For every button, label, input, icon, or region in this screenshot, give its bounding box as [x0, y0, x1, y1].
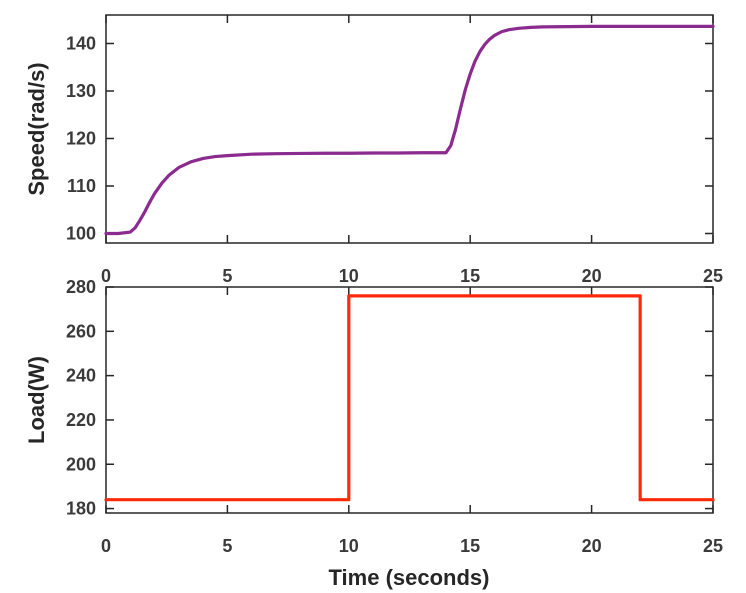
speed-x-tick-label: 25	[703, 266, 723, 286]
speed-y-tick-label: 140	[66, 34, 96, 54]
speed-y-tick-label: 100	[66, 224, 96, 244]
speed-plot-panel: 0 5 10 15 20 25 100 110 120 130 140 Speed(rad/s)	[24, 14, 723, 286]
load-x-tick-label: 20	[582, 536, 602, 556]
load-y-tick-label: 260	[66, 321, 96, 341]
load-y-tick-label: 180	[66, 499, 96, 519]
speed-x-tick-label: 5	[222, 266, 232, 286]
load-y-tick-label: 220	[66, 410, 96, 430]
load-y-tick-label: 280	[66, 277, 96, 297]
speed-y-axis-label: Speed(rad/s)	[24, 62, 49, 195]
speed-y-tick-label: 120	[66, 129, 96, 149]
load-x-tick-label: 5	[222, 536, 232, 556]
load-plot-y-tick-labels: 180 200 220 240 260 280	[66, 277, 96, 519]
speed-plot-series	[104, 24, 715, 236]
speed-y-tick-label: 130	[66, 81, 96, 101]
load-series-line	[104, 294, 715, 502]
load-x-tick-label: 10	[339, 536, 359, 556]
speed-plot-x-tick-labels: 0 5 10 15 20 25	[101, 266, 723, 286]
load-plot-frame	[105, 286, 714, 514]
load-x-tick-label: 0	[101, 536, 111, 556]
speed-x-tick-label: 10	[339, 266, 359, 286]
speed-x-tick-label: 20	[582, 266, 602, 286]
x-axis-label: Time (seconds)	[329, 565, 490, 590]
load-x-tick-label: 15	[460, 536, 480, 556]
load-plot-ticks	[105, 286, 714, 513]
load-y-tick-label: 200	[66, 454, 96, 474]
load-plot-panel: 0 5 10 15 20 25 180 200 220 240 260 280 Load(W) Ti…	[24, 277, 723, 590]
speed-x-tick-label: 0	[101, 266, 111, 286]
speed-x-tick-label: 15	[460, 266, 480, 286]
load-plot-x-tick-labels: 0 5 10 15 20 25	[101, 536, 723, 556]
load-plot-series	[104, 294, 715, 502]
load-y-tick-label: 240	[66, 366, 96, 386]
load-x-tick-label: 25	[703, 536, 723, 556]
speed-series-line	[104, 24, 715, 236]
speed-plot-y-tick-labels: 100 110 120 130 140	[66, 34, 96, 244]
speed-plot-frame	[105, 14, 714, 244]
load-y-axis-label: Load(W)	[24, 356, 49, 444]
speed-plot-ticks	[105, 15, 714, 243]
speed-y-tick-label: 110	[67, 176, 96, 196]
